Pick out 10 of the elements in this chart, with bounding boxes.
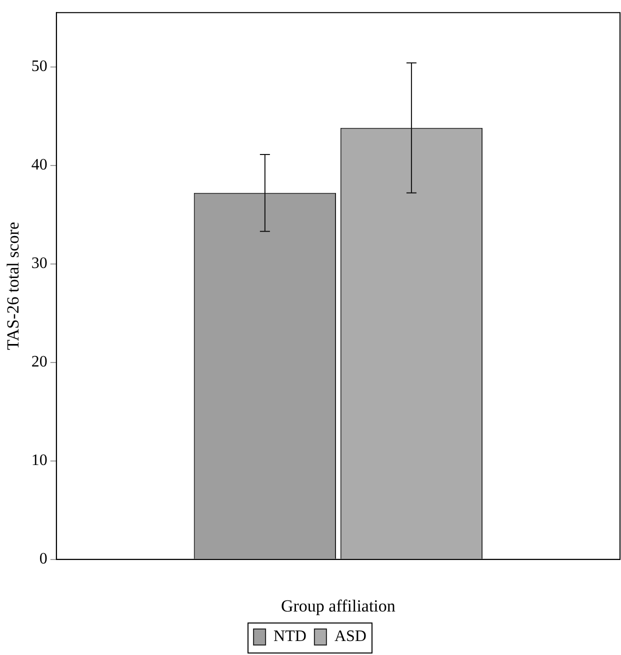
y-tick-label: 50 [31, 58, 48, 75]
legend-label: NTD [274, 628, 306, 646]
y-tick-label: 0 [39, 550, 48, 568]
y-tick-label: 30 [31, 255, 48, 272]
y-tick-label: 20 [31, 354, 48, 371]
y-axis-title: TAS-26 total score [4, 222, 23, 350]
x-axis-title: Group affiliation [280, 596, 396, 616]
y-tick-label: 10 [31, 452, 48, 470]
legend-label: ASD [334, 628, 366, 646]
y-tick-label: 40 [31, 156, 48, 174]
